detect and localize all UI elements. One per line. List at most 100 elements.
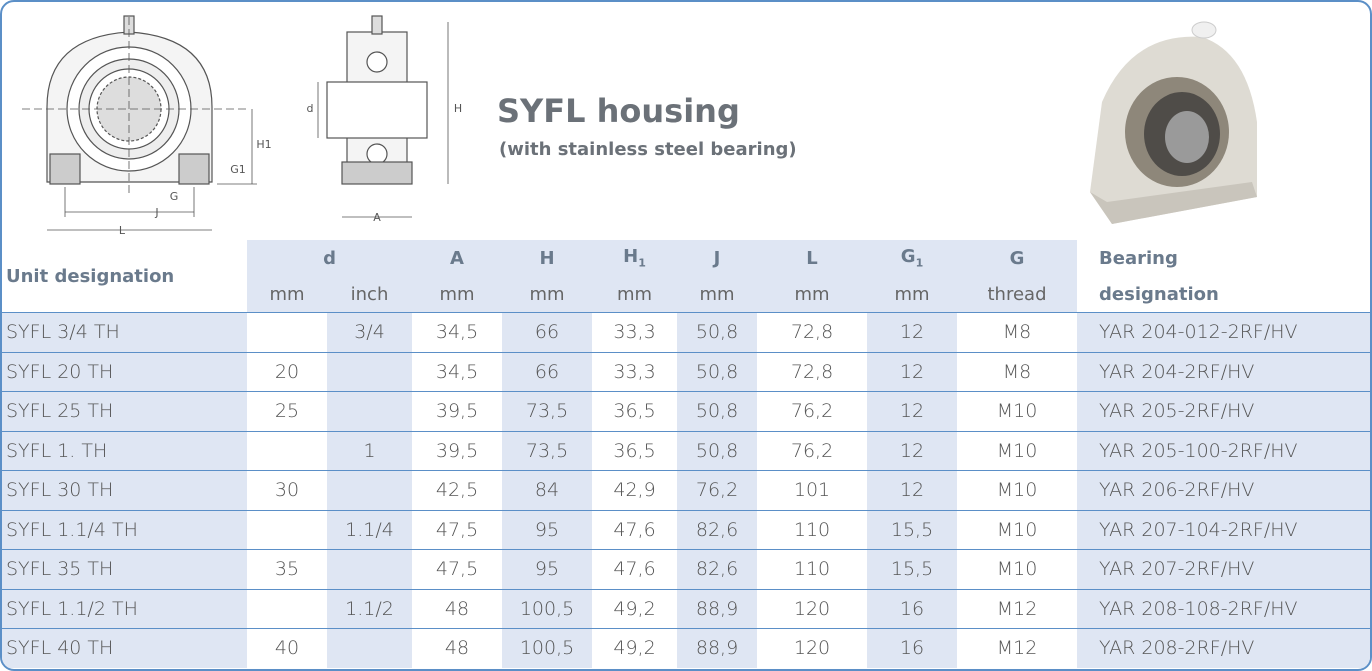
table-cell: 120 <box>757 629 867 668</box>
table-cell: 48 <box>412 629 502 668</box>
table-cell: 39,5 <box>412 392 502 432</box>
symbol: G <box>901 246 916 267</box>
table-cell: M12 <box>957 589 1077 629</box>
top-section: H1 G1 G J L d H A <box>2 2 1370 240</box>
table-cell: 72,8 <box>757 352 867 392</box>
column-header: Bearing <box>1077 240 1370 276</box>
table-cell: 66 <box>502 352 592 392</box>
table-cell: SYFL 35 TH <box>2 550 247 590</box>
table-cell: 25 <box>247 392 327 432</box>
title: SYFL housing <box>497 92 740 130</box>
table-cell: 66 <box>502 313 592 353</box>
table-cell: 15,5 <box>867 550 957 590</box>
table-cell: SYFL 1.1/2 TH <box>2 589 247 629</box>
dimension-label: H <box>454 102 462 115</box>
table-cell: 100,5 <box>502 629 592 668</box>
table-cell: 110 <box>757 550 867 590</box>
table-cell: 120 <box>757 589 867 629</box>
table-cell: M10 <box>957 431 1077 471</box>
unit-header: mm <box>412 276 502 313</box>
subtitle: (with stainless steel bearing) <box>499 139 797 160</box>
symbol: J <box>714 248 721 269</box>
table-cell: SYFL 25 TH <box>2 392 247 432</box>
table-cell: 110 <box>757 510 867 550</box>
table-cell: 1 <box>327 431 412 471</box>
table-cell: 47,5 <box>412 510 502 550</box>
table-cell: YAR 204-2RF/HV <box>1077 352 1370 392</box>
product-photo <box>1090 22 1257 224</box>
unit-header: mm <box>592 276 677 313</box>
table-cell: 33,3 <box>592 313 677 353</box>
column-header: H <box>502 240 592 276</box>
dimension-label: d <box>307 102 314 115</box>
table-cell: 47,6 <box>592 550 677 590</box>
table-cell: YAR 204-012-2RF/HV <box>1077 313 1370 353</box>
symbol: A <box>450 248 464 269</box>
table-cell: 12 <box>867 431 957 471</box>
table-cell: 35 <box>247 550 327 590</box>
table-cell <box>327 550 412 590</box>
column-header: A <box>412 240 502 276</box>
table-cell: 82,6 <box>677 510 757 550</box>
symbol: H <box>539 248 554 269</box>
symbol: L <box>806 248 817 269</box>
symbol: H <box>623 246 638 267</box>
table-cell <box>327 352 412 392</box>
page: SYFL housing html, body { margin: 0; pad… <box>0 0 1372 671</box>
frame: H1 G 1 G J L d H A <box>0 0 1372 671</box>
table-cell: 49,2 <box>592 629 677 668</box>
table-cell <box>327 629 412 668</box>
table-cell: 12 <box>867 392 957 432</box>
table-cell: YAR 205-2RF/HV <box>1077 392 1370 432</box>
column-header: H1 <box>592 240 677 276</box>
table-cell: 12 <box>867 471 957 511</box>
table-cell: 47,5 <box>412 550 502 590</box>
unit-header: mm <box>247 276 327 313</box>
table-cell: SYFL 3/4 TH <box>2 313 247 353</box>
table-cell: SYFL 30 TH <box>2 471 247 511</box>
table-cell: 76,2 <box>757 392 867 432</box>
table-cell: M8 <box>957 352 1077 392</box>
table-cell: YAR 206-2RF/HV <box>1077 471 1370 511</box>
body: {"header": {"title": "SYFL housing", "su… <box>0 0 1372 671</box>
table-cell: 20 <box>247 352 327 392</box>
table-cell: 72,8 <box>757 313 867 353</box>
unit-header: mm <box>677 276 757 313</box>
table-cell <box>247 313 327 353</box>
table-cell <box>327 392 412 432</box>
table-cell: 40 <box>247 629 327 668</box>
table-cell: 82,6 <box>677 550 757 590</box>
table-cell: 49,2 <box>592 589 677 629</box>
table-cell: 88,9 <box>677 629 757 668</box>
table-cell: 34,5 <box>412 352 502 392</box>
table-cell: 50,8 <box>677 352 757 392</box>
table-cell: 50,8 <box>677 392 757 432</box>
unit-header: mm <box>502 276 592 313</box>
table-cell: 3/4 <box>327 313 412 353</box>
column-header: d <box>247 240 412 276</box>
dimension-label: G <box>170 190 179 203</box>
dimension-label: J <box>154 206 158 219</box>
column-header: Unit designation <box>2 240 247 313</box>
table-cell: 101 <box>757 471 867 511</box>
table-cell: 88,9 <box>677 589 757 629</box>
table-cell: 33,3 <box>592 352 677 392</box>
table-cell: 50,8 <box>677 431 757 471</box>
table-cell: 95 <box>502 510 592 550</box>
table-cell: 39,5 <box>412 431 502 471</box>
table-cell: 16 <box>867 589 957 629</box>
table-cell: 50,8 <box>677 313 757 353</box>
table-cell: 76,2 <box>677 471 757 511</box>
front-view <box>22 16 257 230</box>
table-cell: 30 <box>247 471 327 511</box>
table-cell: M10 <box>957 550 1077 590</box>
table-cell: YAR 207-2RF/HV <box>1077 550 1370 590</box>
table-cell: 12 <box>867 352 957 392</box>
